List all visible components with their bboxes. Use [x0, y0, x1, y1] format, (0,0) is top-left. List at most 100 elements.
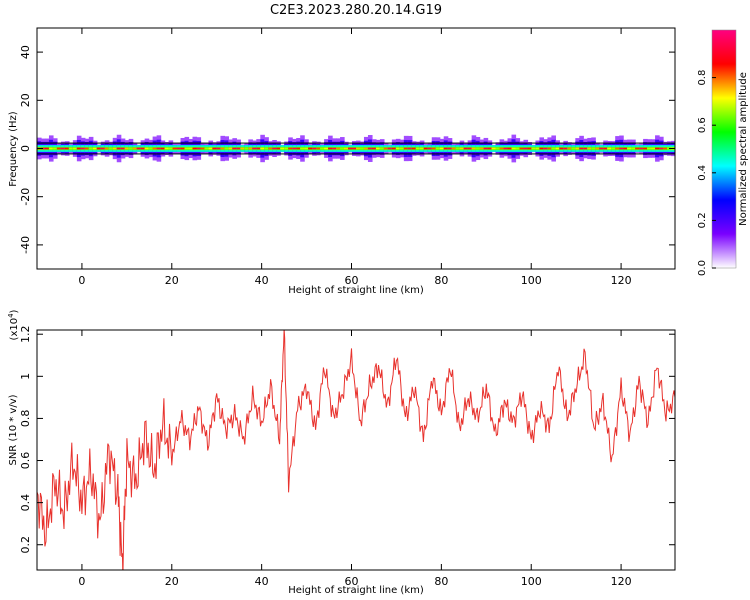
spectrogram-panel: 0 20 40 60 80 100 120 40 20 0 -20 -40 Height of str…: [8, 27, 676, 296]
heatmap-cell: [172, 147, 178, 150]
heatmap-cell: [272, 147, 277, 150]
heatmap-cell: [64, 147, 70, 150]
heatmap-cell: [511, 147, 517, 150]
heatmap-cell: [571, 147, 576, 150]
snr-panel: 0 20 40 60 80 100 120 0.2 0.4 0.6 0.8 1 1.2 Height o…: [7, 309, 676, 596]
heatmap-cell: [639, 147, 644, 150]
heatmap-cell: [635, 147, 640, 150]
heatmap-cell: [216, 147, 222, 150]
heatmap-cell: [543, 147, 548, 150]
heatmap-cell: [403, 147, 409, 150]
heatmap-cell: [220, 147, 226, 150]
heatmap-cell: [359, 147, 365, 150]
heatmap-cell: [547, 147, 552, 150]
heatmap-cell: [100, 147, 106, 150]
heatmap-cell: [80, 147, 86, 150]
heatmap-cell: [256, 147, 261, 150]
heatmap-cell: [527, 147, 533, 150]
heatmap-cell: [419, 147, 425, 150]
heatmap-cell: [56, 147, 62, 150]
heatmap-cell: [320, 147, 325, 150]
heatmap-cell: [88, 147, 94, 150]
heatmap-cell: [276, 147, 281, 150]
colorbar-frame: [711, 29, 737, 269]
snr-y-tick-label: 0.8: [19, 410, 32, 428]
heatmap-cell: [212, 147, 218, 150]
heatmap-cell: [348, 147, 353, 150]
snr-series-line: [37, 330, 675, 570]
heatmap-cell: [132, 147, 138, 150]
heatmap-cell: [308, 147, 313, 150]
heatmap-cell: [316, 147, 321, 150]
heatmap-cell: [555, 147, 560, 150]
heatmap-cell: [471, 147, 477, 150]
heatmap-cell: [599, 147, 604, 150]
colorbar: 0.0 0.2 0.4 0.6 0.8 Normalized spectral ampl…: [697, 29, 749, 276]
heatmap-cell: [443, 147, 449, 150]
heatmap-cell: [324, 147, 329, 150]
heatmap-cell: [192, 147, 198, 150]
spectrogram-y-tick-label: 0: [19, 145, 32, 152]
spectrogram-x-axis-label: Height of straight line (km): [288, 285, 424, 296]
heatmap-cell: [140, 147, 146, 150]
snr-x-tick-label: 60: [345, 575, 359, 588]
heatmap-cell: [479, 147, 485, 150]
heatmap-cell: [232, 147, 237, 150]
heatmap-cell: [284, 147, 289, 150]
snr-frame: [36, 329, 676, 571]
heatmap-cell: [236, 147, 241, 150]
heatmap-cell: [615, 147, 620, 150]
heatmap-cell: [603, 147, 608, 150]
heatmap-cell: [463, 147, 469, 150]
snr-y-axis-label: SNR (10 * v/v): [8, 394, 19, 465]
heatmap-cell: [483, 147, 489, 150]
heatmap-cell: [160, 147, 166, 150]
heatmap-cell: [427, 147, 433, 150]
heatmap-cell: [595, 147, 600, 150]
snr-y-tick-label: 0.4: [19, 494, 32, 512]
heatmap-cell: [611, 147, 616, 150]
snr-x-tick-label: 100: [521, 575, 542, 588]
heatmap-cell: [495, 147, 501, 150]
heatmap-cell: [439, 147, 445, 150]
snr-x-tick-label: 0: [78, 575, 85, 588]
heatmap-cell: [383, 147, 389, 150]
heatmap-cell: [268, 147, 273, 150]
heatmap-cell: [260, 147, 265, 150]
heatmap-cell: [136, 147, 142, 150]
snr-x-tick-label: 80: [434, 575, 448, 588]
heatmap-cell: [607, 147, 612, 150]
heatmap-cell: [363, 147, 369, 150]
snr-x-tick-label: 20: [165, 575, 179, 588]
heatmap-cell: [176, 147, 182, 150]
heatmap-cell: [487, 147, 493, 150]
heatmap-cell: [296, 147, 301, 150]
heatmap-cell: [328, 147, 333, 150]
heatmap-cell: [575, 147, 580, 150]
spectrogram-x-tick-label: 80: [434, 274, 448, 287]
figure-title: C2E3.2023.280.20.14.G19: [270, 3, 442, 18]
heatmap-cell: [240, 147, 245, 150]
heatmap-cell: [120, 147, 126, 150]
heatmap-cell: [583, 147, 588, 150]
snr-y-tick-label: 1.2: [19, 325, 32, 343]
heatmap-cell: [196, 147, 202, 150]
heatmap-cell: [180, 147, 186, 150]
heatmap-cell: [415, 147, 421, 150]
heatmap-cell: [204, 147, 210, 150]
heatmap-cell: [395, 147, 401, 150]
spectrogram-y-tick-label: -20: [19, 188, 32, 206]
snr-y-tick-label: 0.6: [19, 452, 32, 470]
colorbar-tick-label: 0.0: [697, 260, 708, 276]
heatmap-cell: [499, 147, 505, 150]
heatmap-cell: [379, 147, 385, 150]
heatmap-cell: [156, 147, 162, 150]
snr-ticks: 0 20 40 60 80 100 120 0.2 0.4 0.6 0.8 1 1.2: [19, 325, 675, 588]
heatmap-cell: [531, 147, 537, 150]
heatmap-cell: [108, 147, 114, 150]
colorbar-gradient: [712, 30, 736, 268]
heatmap-cell: [116, 147, 122, 150]
heatmap-cell: [367, 147, 373, 150]
spectrogram-x-tick-label: 0: [78, 274, 85, 287]
heatmap-cell: [563, 147, 568, 150]
